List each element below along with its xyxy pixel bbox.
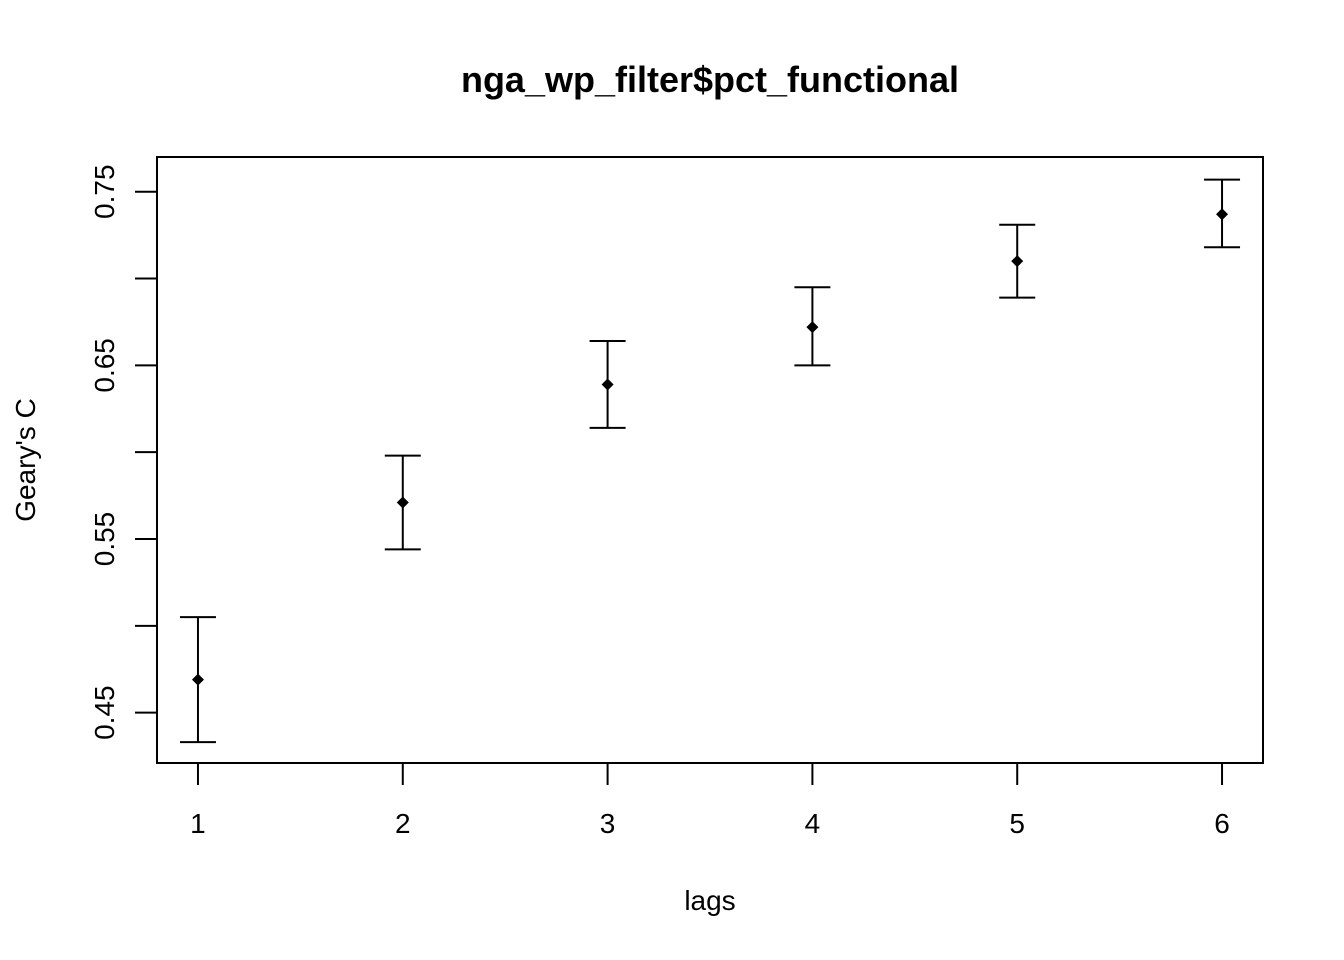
y-tick-label: 0.55 — [89, 512, 120, 567]
error-bar-group — [1204, 178, 1241, 249]
error-bar-group — [589, 340, 626, 429]
y-tick-label: 0.45 — [89, 685, 120, 740]
error-bar-group — [999, 223, 1036, 299]
data-point — [396, 496, 409, 509]
y-axis: 0.45 0.55 0.65 0.75 — [89, 164, 157, 740]
chart-title: nga_wp_filter$pct_functional — [461, 59, 959, 100]
error-bar-group — [384, 454, 421, 551]
y-axis-label: Geary's C — [10, 398, 41, 522]
data-point — [1011, 255, 1024, 268]
x-tick-label: 6 — [1214, 808, 1230, 839]
x-tick-label: 4 — [805, 808, 821, 839]
x-tick-label: 3 — [600, 808, 616, 839]
x-axis-label: lags — [684, 885, 735, 916]
data-point — [1216, 208, 1229, 221]
y-tick-label: 0.65 — [89, 338, 120, 393]
x-tick-label: 2 — [395, 808, 411, 839]
x-tick-label: 5 — [1009, 808, 1025, 839]
error-bar-group — [179, 616, 216, 744]
error-bar-group — [794, 286, 831, 367]
x-tick-label: 1 — [190, 808, 206, 839]
x-axis: 1 2 3 4 5 6 — [190, 763, 1230, 839]
data-point — [191, 673, 204, 686]
data-point — [601, 378, 614, 391]
data-point — [806, 321, 819, 334]
plot-frame — [156, 156, 1264, 764]
y-tick-label: 0.75 — [89, 164, 120, 219]
data-marks — [179, 178, 1241, 744]
